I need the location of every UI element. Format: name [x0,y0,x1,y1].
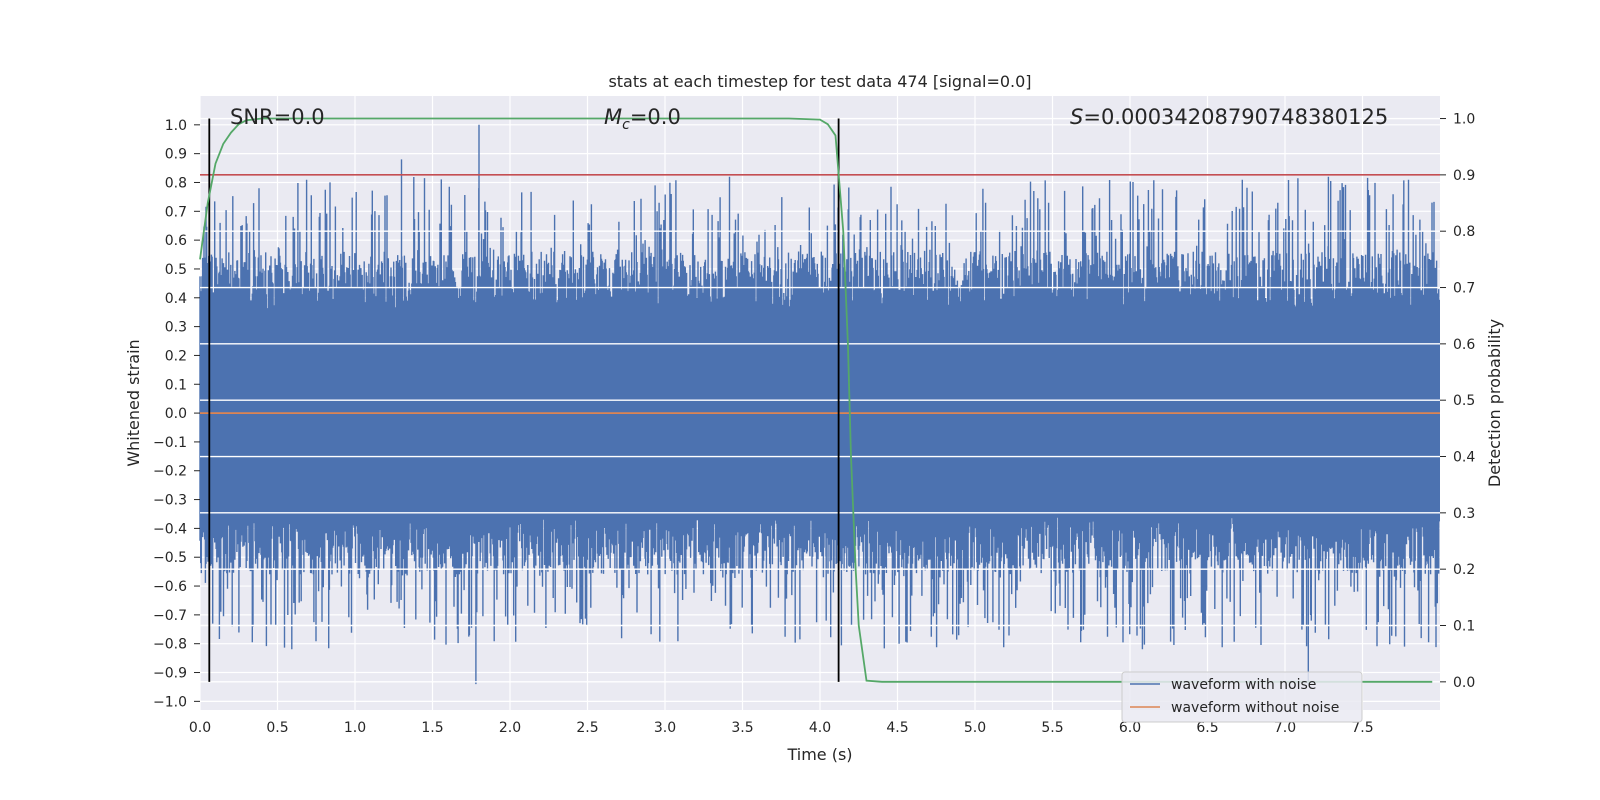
detection-probability-line [199,117,1433,683]
y2-tick-label: 0.5 [1453,393,1475,409]
chirp-mass-annotation: Mc=0.0 [604,105,681,133]
s-value: =0.00034208790748380125 [1083,105,1388,129]
x-tick-label: 5.0 [964,720,986,736]
y2-tick-label: 0.1 [1453,619,1475,635]
vertical-markers [208,118,840,682]
y-tick-label: 0.9 [165,147,187,163]
x-tick-label: 7.0 [1274,720,1296,736]
x-tick-label: 4.5 [886,720,908,736]
series-detection-probability [199,117,1433,683]
y-tick-label: −0.9 [153,666,187,682]
snr-annotation: SNR=0.0 [230,105,325,129]
y2-tick-label: 0.6 [1453,337,1475,353]
y-tick-label: −0.6 [153,579,187,595]
legend-label-waveform-without-noise: waveform without noise [1171,700,1339,716]
x-tick-label: 3.5 [731,720,753,736]
x-tick-label: 4.0 [809,720,831,736]
y2-axis-label: Detection probability [1485,319,1504,487]
y-tick-label: 0.3 [165,320,187,336]
y-tick-label: 1.0 [165,118,187,134]
s-symbol: S [1070,105,1083,129]
y2-tick-label: 1.0 [1453,112,1475,128]
legend-box [1121,671,1363,723]
chart-title: stats at each timestep for test data 474… [608,72,1031,91]
chirp-mass-value: =0.0 [630,105,681,129]
x-tick-label: 7.5 [1351,720,1373,736]
y2-tick-label: 0.3 [1453,506,1475,522]
x-tick-label: 6.0 [1119,720,1141,736]
y-tick-label: −0.4 [153,521,187,537]
legend: waveform with noise waveform without noi… [1121,671,1363,723]
y2-tick-label: 0.8 [1453,224,1475,240]
x-tick-label: 5.5 [1041,720,1063,736]
y2-tick-label: 0.0 [1453,675,1475,691]
y-tick-label: −0.8 [153,637,187,653]
y-axis-label: Whitened strain [124,339,143,466]
y-tick-label: 0.7 [165,204,187,220]
y-tick-label: −0.3 [153,493,187,509]
y-tick-label: −0.1 [153,435,187,451]
legend-label-waveform-with-noise: waveform with noise [1171,677,1316,693]
x-tick-label: 2.0 [499,720,521,736]
y-tick-labels: 1.0 0.9 0.8 0.7 0.6 0.5 0.4 0.3 0.2 0.1 0.0 −0.1 −0.… [153,118,200,710]
s-annotation: S=0.00034208790748380125 [1070,105,1388,129]
y-tick-label: −0.7 [153,608,187,624]
x-tick-label: 1.0 [344,720,366,736]
y2-tick-labels: 1.0 0.9 0.8 0.7 0.6 0.5 0.4 0.3 0.2 0.1 0.0 [1440,112,1475,691]
y-tick-label: 0.5 [165,262,187,278]
y2-grid [200,117,1440,683]
chirp-mass-subscript: c [622,117,630,133]
x-tick-labels: 0.0 0.5 1.0 1.5 2.0 2.5 3.0 3.5 4.0 4.5 5.0 5.5 6.0 6… [189,720,1374,736]
x-tick-label: 3.0 [654,720,676,736]
y-tick-label: 0.2 [165,348,187,364]
chirp-mass-symbol: M [604,105,622,129]
x-tick-label: 1.5 [421,720,443,736]
y2-tick-label: 0.4 [1453,450,1475,466]
series-waveform-with-noise [199,124,1440,685]
y2-tick-label: 0.9 [1453,168,1475,184]
y2-tick-label: 0.7 [1453,281,1475,297]
y2-tick-label: 0.2 [1453,562,1475,578]
plot-area [199,96,1440,710]
y-tick-label: 0.6 [165,233,187,249]
x-tick-label: 2.5 [576,720,598,736]
x-axis-label: Time (s) [786,745,852,764]
noise-waveform-path [199,124,1440,685]
y-tick-label: 0.1 [165,377,187,393]
y-tick-label: 0.8 [165,175,187,191]
x-tick-label: 0.5 [266,720,288,736]
y-tick-label: −1.0 [153,694,187,710]
y-tick-label: −0.2 [153,464,187,480]
y-tick-label: 0.4 [165,291,187,307]
y-tick-label: −0.5 [153,550,187,566]
x-tick-label: 0.0 [189,720,211,736]
x-tick-label: 6.5 [1196,720,1218,736]
y-tick-label: 0.0 [165,406,187,422]
